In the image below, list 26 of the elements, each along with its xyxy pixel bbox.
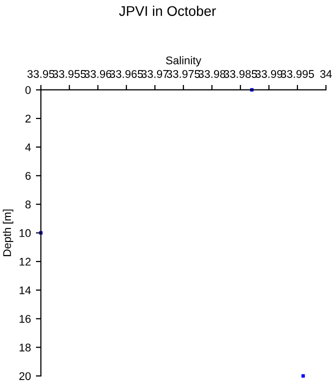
- point: [301, 374, 305, 378]
- y-tick-label: 10: [20, 229, 31, 238]
- x-tick-label: 33.975: [166, 70, 200, 78]
- y-axis-title: Depth [m]: [2, 210, 14, 256]
- x-tick-label: 33.99: [255, 70, 282, 78]
- y-tick-label: 14: [20, 286, 31, 294]
- x-tick-label: 33.955: [52, 70, 86, 78]
- x-tick-label: 33.965: [110, 70, 143, 78]
- x-tick-label: 33.995: [280, 70, 314, 78]
- y-tick-label: 18: [20, 344, 31, 352]
- y-tick-label: 16: [20, 314, 31, 323]
- x-tick-label: 34: [320, 70, 332, 78]
- y-tick-label: 6: [26, 172, 31, 180]
- x-tick-label: 33.96: [84, 70, 112, 78]
- y-tick-label: 12: [20, 258, 31, 266]
- x-tick-label: 33.97: [141, 70, 168, 78]
- x-axis-title: Salinity: [166, 56, 202, 67]
- x-tick-label: 33.95: [27, 70, 54, 78]
- y-tick-label: 2: [26, 114, 31, 122]
- chart-title: JPVI in October: [119, 6, 216, 16]
- y-tick-label: 4: [25, 143, 31, 152]
- y-tick-label: 20: [19, 372, 31, 380]
- x-tick-label: 33.98: [198, 70, 226, 78]
- x-tick-label: 33.985: [224, 70, 257, 78]
- y-tick-label: 0: [25, 86, 31, 94]
- y-tick-label: 8: [25, 200, 31, 208]
